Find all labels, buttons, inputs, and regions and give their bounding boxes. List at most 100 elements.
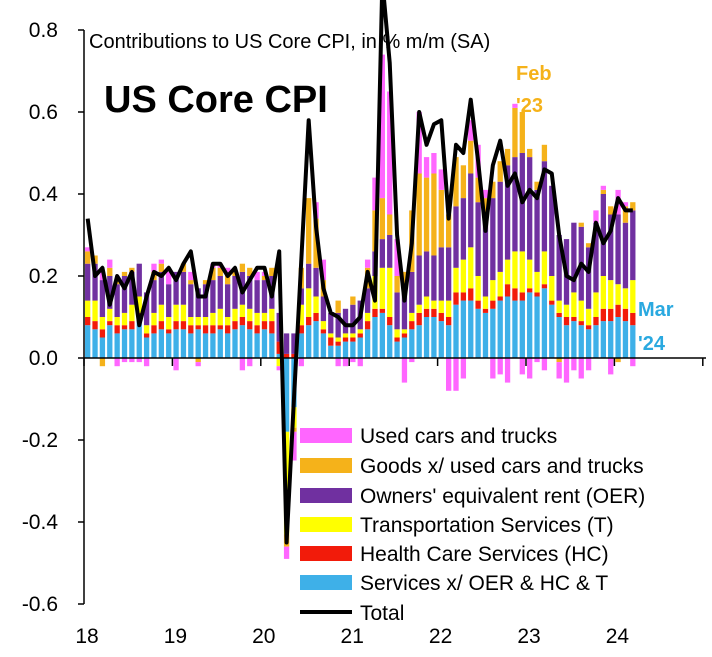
bar-segment-s0-m1 [92,329,98,358]
bar-segment-s5-m6 [129,358,135,363]
bar-segment-s5-m51 [460,358,467,379]
annotation-23: '23 [516,95,543,117]
legend: Used cars and trucks Goods x/ used cars … [300,425,645,625]
bar-segment-s1-m15 [195,325,201,330]
bar-segment-s0-m6 [129,329,135,358]
bar-segment-s0-m17 [210,333,216,358]
bar-segment-s5-m52 [468,120,474,141]
bar-segment-s1-m47 [431,308,437,317]
bar-segment-s0-m61 [534,296,540,358]
bar-segment-s1-m52 [468,288,474,301]
bar-segment-s0-m19 [225,333,231,358]
bar-segment-s3-m45 [416,255,422,305]
bar-segment-s4-m22 [247,267,253,276]
bar-segment-s3-m20 [232,276,238,309]
bar-segment-s2-m44 [409,312,415,322]
legend-label-health-care: Health Care Services (HC) [360,543,609,566]
bar-segment-s0-m0 [85,325,91,358]
bar-segment-s1-m71 [608,308,614,322]
bar-segment-s4-m61 [534,181,540,190]
legend-label-services: Services x/ OER & HC & T [360,572,608,595]
bar-segment-s0-m8 [143,337,150,358]
bar-segment-s1-m68 [585,325,592,330]
bar-segment-s1-m67 [578,321,584,326]
bar-segment-s2-m60 [527,259,533,289]
bar-segment-s3-m12 [173,271,179,305]
bar-segment-s2-m50 [453,267,459,293]
bar-segment-s5-m4 [114,358,120,367]
bar-segment-s4-m21 [239,263,246,272]
bar-segment-s1-m27 [283,353,290,358]
x-tick-label: 20 [252,625,275,648]
bar-segment-s1-m46 [423,308,430,317]
bar-segment-s2-m16 [202,317,209,326]
bar-segment-s0-m52 [468,300,474,358]
bar-segment-s0-m65 [563,325,570,358]
axes-layer [78,29,706,605]
bar-segment-s0-m40 [379,312,385,358]
bar-segment-s1-m74 [630,312,636,326]
bar-segment-s3-m73 [622,222,629,289]
bar-segment-s0-m73 [622,321,629,358]
chart-title: US Core CPI [104,79,328,121]
bar-segment-s1-m5 [121,325,128,330]
bar-segment-s0-m18 [217,329,223,358]
bar-segment-s3-m30 [306,263,312,289]
x-tick-label: 24 [606,625,630,648]
bar-segment-s3-m10 [158,271,164,305]
bar-segment-s1-m28 [291,353,297,358]
bar-segment-s2-m63 [549,276,555,301]
bar-segment-s4-m62 [541,144,548,162]
bar-segment-s5-m71 [608,358,614,375]
bar-segment-s1-m54 [482,308,489,313]
bar-segment-s2-m13 [180,304,187,322]
bar-segment-s5-m15 [195,362,201,367]
bar-segment-s0-m60 [527,292,533,358]
bar-segment-s3-m7 [136,263,142,297]
bar-segment-s5-m29 [298,358,304,367]
bar-segment-s0-m24 [261,329,268,358]
x-tick-label: 22 [429,625,452,648]
bar-segment-s3-m27 [283,333,290,354]
legend-swatch-goods [300,458,352,473]
bar-segment-s3-m51 [460,198,467,260]
bar-segment-s0-m58 [512,300,518,358]
bar-segment-s4-m64 [556,358,562,363]
legend-swatch-services [300,575,352,590]
bar-segment-s3-m63 [549,185,555,276]
bar-segment-s4-m60 [527,148,533,158]
bar-segment-s2-m36 [350,333,356,338]
bar-segment-s0-m25 [269,333,275,358]
bar-segment-s3-m71 [608,214,614,281]
bar-segment-s2-m7 [136,296,142,313]
bar-segment-s2-m53 [475,276,481,301]
bar-segment-s2-m46 [423,296,430,309]
bar-segment-s2-m38 [364,312,371,322]
bar-segment-s1-m21 [239,317,246,326]
bar-segment-s4-m54 [482,198,489,215]
bar-segment-s4-m67 [578,222,584,227]
bar-segment-s2-m74 [630,280,636,313]
bar-segment-s0-m2 [99,337,106,358]
bar-segment-s1-m64 [556,312,562,317]
legend-swatch-transportation [300,517,352,532]
legend-label-goods: Goods x/ used cars and trucks [360,455,644,478]
bar-segment-s3-m22 [247,276,253,309]
bar-segment-s5-m42 [394,239,400,276]
bar-segment-s5-m59 [519,358,525,375]
bar-segment-s5-m28 [291,431,297,461]
bar-segment-s2-m59 [519,251,525,293]
bar-segment-s5-m73 [622,202,629,207]
bars-layer [85,54,636,559]
annotation-feb: Feb [516,63,552,85]
bar-segment-s2-m12 [173,304,179,322]
bar-segment-s2-m31 [313,296,319,313]
bar-segment-s3-m40 [379,239,385,268]
bar-segment-s1-m63 [549,300,555,305]
bar-segment-s1-m22 [247,321,253,330]
bar-segment-s2-m73 [622,288,629,309]
bar-segment-s0-m7 [136,321,142,358]
bar-segment-s0-m70 [600,321,606,358]
bar-segment-s3-m64 [556,235,562,301]
bar-segment-s2-m55 [490,280,496,301]
